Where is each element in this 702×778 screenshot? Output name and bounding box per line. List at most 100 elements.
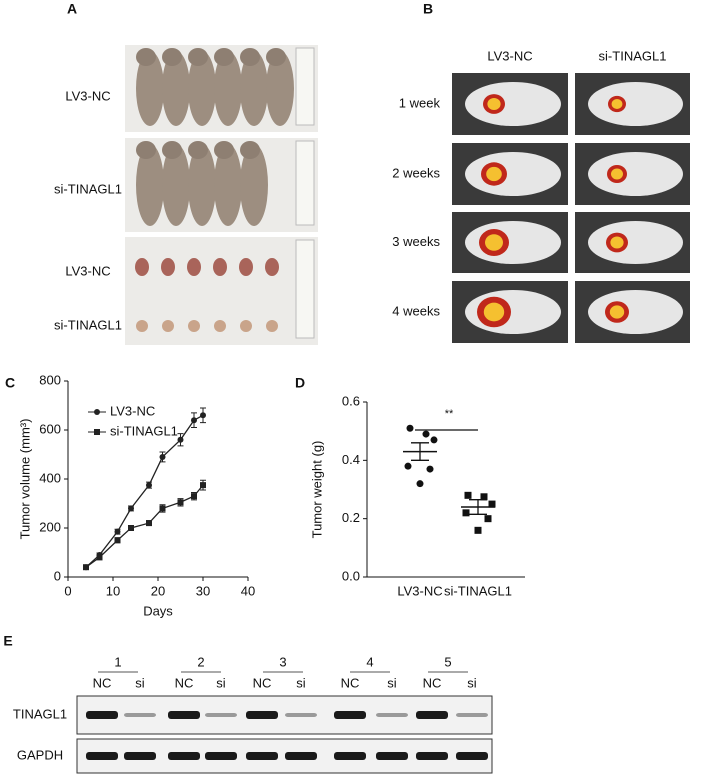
mouse-head [266,48,286,66]
sem-bar [469,499,487,515]
point [464,491,472,499]
marker [200,412,206,419]
row-label: LV3-NC [65,263,110,278]
ruler [295,47,315,126]
marker [114,537,121,544]
lane-label: si [216,675,226,690]
y-tick-label: 0.2 [342,510,360,525]
x-axis-label: Days [143,603,173,618]
tumor [161,258,175,276]
band [376,752,408,760]
lane-label: si [467,675,477,690]
mouse-body [465,82,561,126]
mouse-head [162,48,182,66]
mouse [162,51,190,126]
marker [177,499,184,506]
band [205,713,237,717]
ruler [295,140,315,226]
y-tick-label: 0.4 [342,452,360,467]
lane-label: NC [93,675,112,690]
mouse-head [136,48,156,66]
point [416,480,424,488]
tumor [213,258,227,276]
band [246,752,278,760]
mouse-head [136,141,156,159]
signal-core [483,302,505,322]
signal-core [487,97,501,111]
row-label: si-TINAGL1 [54,317,122,332]
band [168,752,200,760]
mouse-head [214,48,234,66]
mouse-head [162,141,182,159]
weight-chart: 0.0 0.2 0.4 0.6 Tumor weight (g) LV3-NC si-TIN… [309,393,525,598]
point [484,515,492,523]
point [474,526,482,534]
band [205,752,237,760]
point [404,462,412,470]
mouse-head [240,48,260,66]
y-tick-label: 0.6 [342,393,360,408]
marker [146,520,152,527]
marker [83,564,89,571]
point [406,424,414,432]
mouse-body [588,82,683,126]
y-tick-label: 0 [54,568,61,583]
row-label: 2 weeks [392,165,440,180]
annotation: ** [445,408,454,420]
group-label: 4 [366,654,373,669]
panel-label: E [3,633,12,649]
band [416,711,448,719]
photos: LV3-NC si-TINAGL1 LV3-NC si-TINAGL1 [54,45,318,345]
tumor [266,320,278,332]
y-tick-label: 800 [39,372,61,387]
mouse-head [188,48,208,66]
signal-core [485,234,503,251]
column-label: LV3-NC [487,48,532,63]
sem-bar [411,442,429,461]
tumor [162,320,174,332]
band [334,711,366,719]
y-tick-label: 600 [39,421,61,436]
signal-core [609,305,625,319]
band [334,752,366,760]
marker [159,505,166,512]
legend-marker [94,409,100,415]
panel-label: D [295,375,305,391]
marker [191,417,197,424]
mouse [214,144,242,226]
point [430,436,438,444]
row-label: TINAGL1 [13,706,67,721]
y-tick-label: 400 [39,470,61,485]
x-tick-label: 10 [106,583,120,598]
row-label: GAPDH [17,747,63,762]
y-tick-label: 200 [39,519,61,534]
marker [128,505,134,512]
lane-label: NC [423,675,442,690]
mouse-body [465,152,561,196]
mouse-head [214,141,234,159]
band [86,752,118,760]
lane-label: NC [175,675,194,690]
band [285,713,317,717]
band [456,752,488,760]
signal-core [610,236,624,249]
mouse [240,144,268,226]
point [422,430,430,438]
panel-label: C [5,375,15,391]
point [480,493,488,501]
signal-core [486,166,502,182]
marker [200,482,206,489]
tumor [188,320,200,332]
panel-label: B [423,1,433,17]
y-tick-label: 0.0 [342,568,360,583]
lane-label: NC [253,675,272,690]
mouse-head [240,141,260,159]
mouse-head [188,141,208,159]
lane-label: si [135,675,145,690]
legend-label: si-TINAGL1 [110,423,178,438]
marker [191,493,197,500]
point [462,509,470,517]
marker [159,453,166,460]
